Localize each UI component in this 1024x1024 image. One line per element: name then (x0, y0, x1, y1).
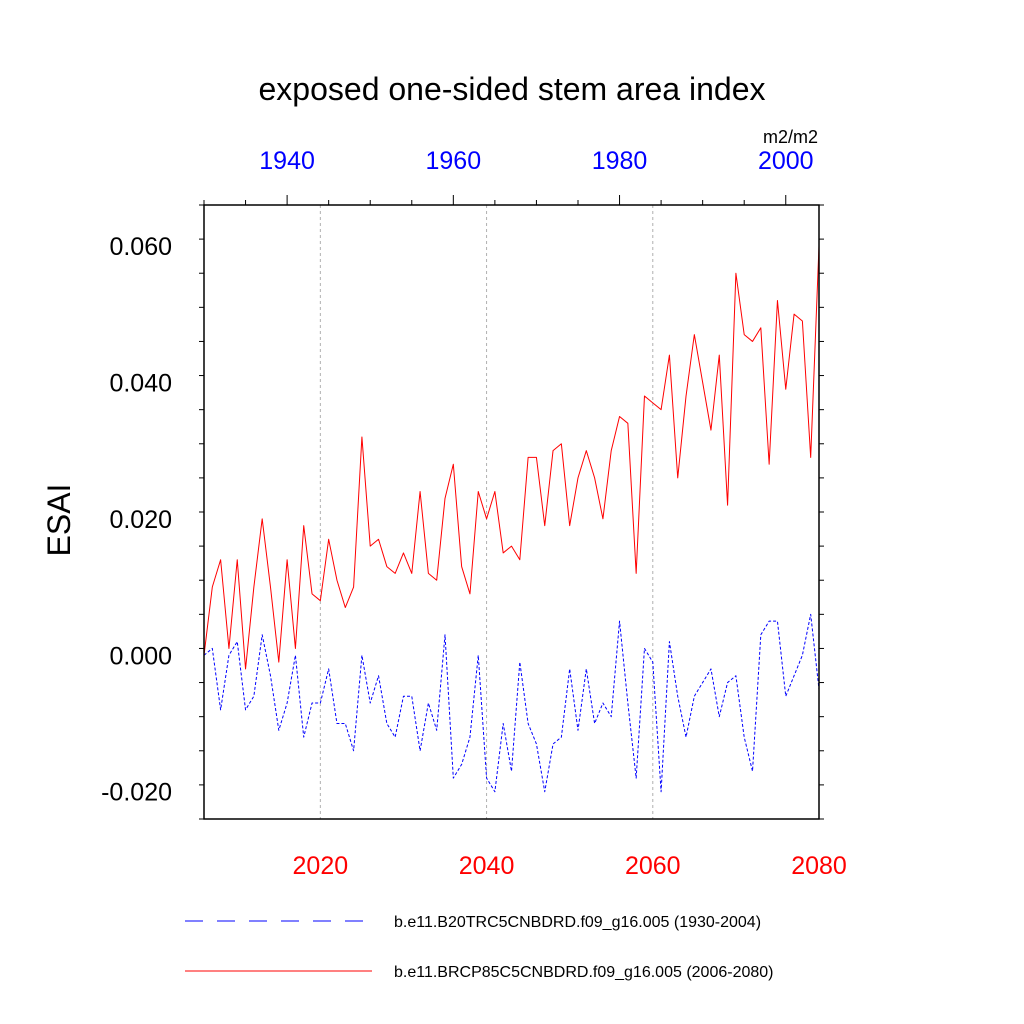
x-bottom-tick-label: 2020 (293, 852, 349, 880)
x-top-ticks: 1940 1960 1980 2000 (203, 147, 814, 205)
x-gridlines (319, 205, 654, 819)
y-tick-label: 0.000 (109, 642, 172, 670)
units-label: m2/m2 (763, 127, 818, 147)
legend-label-historical: b.e11.B20TRC5CNBDRD.f09_g16.005 (1930-20… (394, 914, 761, 931)
legend: b.e11.B20TRC5CNBDRD.f09_g16.005 (1930-20… (185, 914, 773, 981)
x-top-tick-label: 1980 (592, 147, 648, 175)
x-top-tick-label: 1940 (259, 147, 315, 175)
series-lines (203, 245, 820, 793)
plot-frame (203, 204, 820, 820)
x-top-tick-label: 2000 (758, 147, 814, 175)
x-bottom-ticks: 2020 2040 2060 2080 (293, 852, 847, 880)
y-tick-label: -0.020 (101, 779, 172, 807)
series-line-rcp85 (203, 245, 820, 670)
x-bottom-tick-label: 2060 (625, 852, 681, 880)
y-ticks: -0.020 0.000 0.020 0.040 0.060 (101, 204, 824, 820)
plot-border (203, 204, 820, 820)
chart-title: exposed one-sided stem area index (259, 71, 766, 107)
x-bottom-tick-label: 2040 (459, 852, 515, 880)
legend-label-rcp85: b.e11.BRCP85C5CNBDRD.f09_g16.005 (2006-2… (394, 964, 773, 981)
x-top-tick-label: 1960 (426, 147, 482, 175)
y-axis-label: ESAI (41, 484, 77, 557)
y-tick-label: 0.060 (109, 233, 172, 261)
y-tick-label: 0.020 (109, 506, 172, 534)
x-bottom-tick-label: 2080 (791, 852, 847, 880)
y-tick-label: 0.040 (109, 369, 172, 397)
